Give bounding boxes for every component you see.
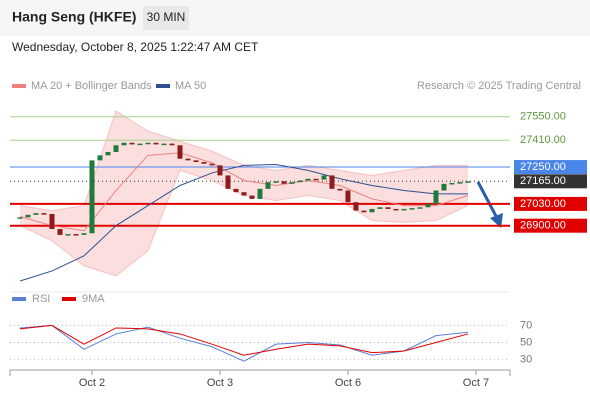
candle [65,234,71,236]
candle [137,143,143,146]
level-label: 26900.00 [520,220,566,232]
candle [153,142,159,145]
header-bar [0,0,590,36]
candle [337,188,343,191]
candle [353,202,359,211]
interval-box [143,6,189,30]
x-tick-label: Oct 6 [335,377,361,389]
candle [209,163,215,166]
candle [289,182,295,184]
candle [441,183,447,191]
level-label: 27410.00 [520,134,566,146]
datetime: Wednesday, October 8, 2025 1:22:47 AM CE… [12,40,259,54]
candle [185,158,191,161]
candle [145,142,151,145]
line [19,164,468,282]
legend-label: MA 50 [175,80,206,92]
candle [409,208,415,210]
candle [233,188,239,193]
credit: Research © 2025 Trading Central [417,80,581,92]
y-tick-label: 30 [520,353,532,365]
candle [369,208,375,213]
candle [265,182,271,189]
candle [177,145,183,159]
candle [305,178,311,181]
candle [281,181,287,184]
candle [81,233,87,235]
candle [417,207,423,209]
line [19,324,469,362]
level-label: 27250.00 [520,161,566,173]
candle [25,214,31,218]
candle [425,203,431,208]
candle [41,213,47,215]
candle [401,208,407,211]
x-tick-label: Oct 7 [463,377,489,389]
legend-swatch [156,84,170,88]
candle [57,229,63,235]
legend-label: RSI [32,293,50,305]
line [19,324,469,356]
candle [361,210,367,213]
candle [257,188,263,199]
candle [321,175,327,180]
candle [393,208,399,211]
candle [329,175,335,189]
legend-swatch [12,297,26,301]
candle [201,162,207,164]
y-tick-label: 70 [520,319,532,331]
candle [345,190,351,203]
level-box [514,160,587,175]
level-box [514,174,587,189]
candle [17,217,23,219]
candle [49,213,55,230]
interval: 30 MIN [147,10,186,24]
candle [113,145,119,152]
candle [273,181,279,183]
arrow-head [490,213,503,228]
arrow [476,181,499,219]
candle [465,181,471,183]
candle [217,165,223,176]
level-label: 27550.00 [520,111,566,123]
legend-label: MA 20 + Bollinger Bands [31,80,152,92]
y-tick-label: 50 [520,336,532,348]
line [19,152,469,232]
candle [161,143,167,146]
title: Hang Seng (HKFE) [12,9,136,25]
candle [241,192,247,196]
candle [105,151,111,156]
candle [33,213,39,215]
candle [385,207,391,209]
legend-swatch [12,84,26,88]
level-box [514,196,587,211]
level-box [514,218,587,233]
candle [169,143,175,146]
candle [121,142,127,146]
candle [89,160,95,234]
candle [457,182,463,184]
candle [313,178,319,181]
candle [449,182,455,185]
x-tick-label: Oct 2 [79,377,105,389]
candle [297,180,303,183]
candle [433,190,439,204]
legend-label: 9MA [82,293,105,305]
candle [225,175,231,189]
level-label: 27165.00 [520,175,566,187]
legend-swatch [62,297,76,301]
x-tick-label: Oct 3 [207,377,233,389]
candle [193,160,199,163]
candle [377,207,383,209]
level-label: 27030.00 [520,198,566,210]
candle [97,155,103,161]
candle [249,195,255,199]
candle [73,234,79,236]
candle [129,142,135,145]
